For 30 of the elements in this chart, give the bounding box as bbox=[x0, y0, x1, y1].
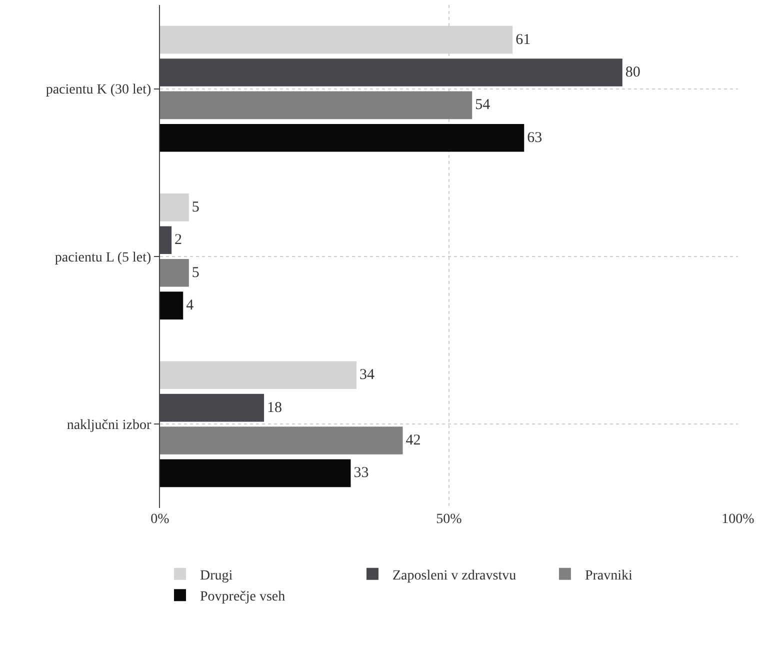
bar bbox=[160, 124, 524, 152]
legend-label: Drugi bbox=[200, 568, 233, 584]
data-label: 18 bbox=[267, 400, 282, 416]
data-label: 34 bbox=[360, 367, 376, 384]
data-label: 63 bbox=[527, 130, 542, 146]
bar bbox=[160, 361, 357, 390]
x-tick-label: 50% bbox=[436, 512, 462, 527]
bar bbox=[160, 194, 189, 222]
y-tick-label: pacientu L (5 let) bbox=[54, 250, 152, 266]
data-label: 42 bbox=[406, 432, 421, 449]
data-label: 54 bbox=[475, 97, 491, 114]
legend-label: Pravniki bbox=[584, 568, 632, 584]
data-label: 5 bbox=[192, 264, 200, 281]
y-tick-label: naključni izbor bbox=[66, 418, 152, 434]
bar bbox=[160, 258, 189, 287]
data-label: 4 bbox=[186, 298, 194, 314]
data-label: 61 bbox=[516, 32, 531, 48]
bar bbox=[160, 459, 351, 488]
bar bbox=[160, 426, 403, 454]
data-label: 5 bbox=[192, 199, 200, 216]
x-tick-label: 0% bbox=[150, 512, 170, 527]
legend-label: Zaposleni v zdravstvu bbox=[392, 568, 516, 584]
data-label: 80 bbox=[625, 64, 640, 80]
bar bbox=[160, 292, 184, 320]
data-label: 2 bbox=[174, 232, 182, 248]
y-tick-label: pacientu K (30 let) bbox=[46, 82, 152, 98]
data-label: 33 bbox=[354, 465, 369, 482]
legend-label: Povprečje vseh bbox=[200, 590, 286, 605]
bar bbox=[160, 91, 472, 120]
x-tick-label: 100% bbox=[722, 512, 755, 527]
